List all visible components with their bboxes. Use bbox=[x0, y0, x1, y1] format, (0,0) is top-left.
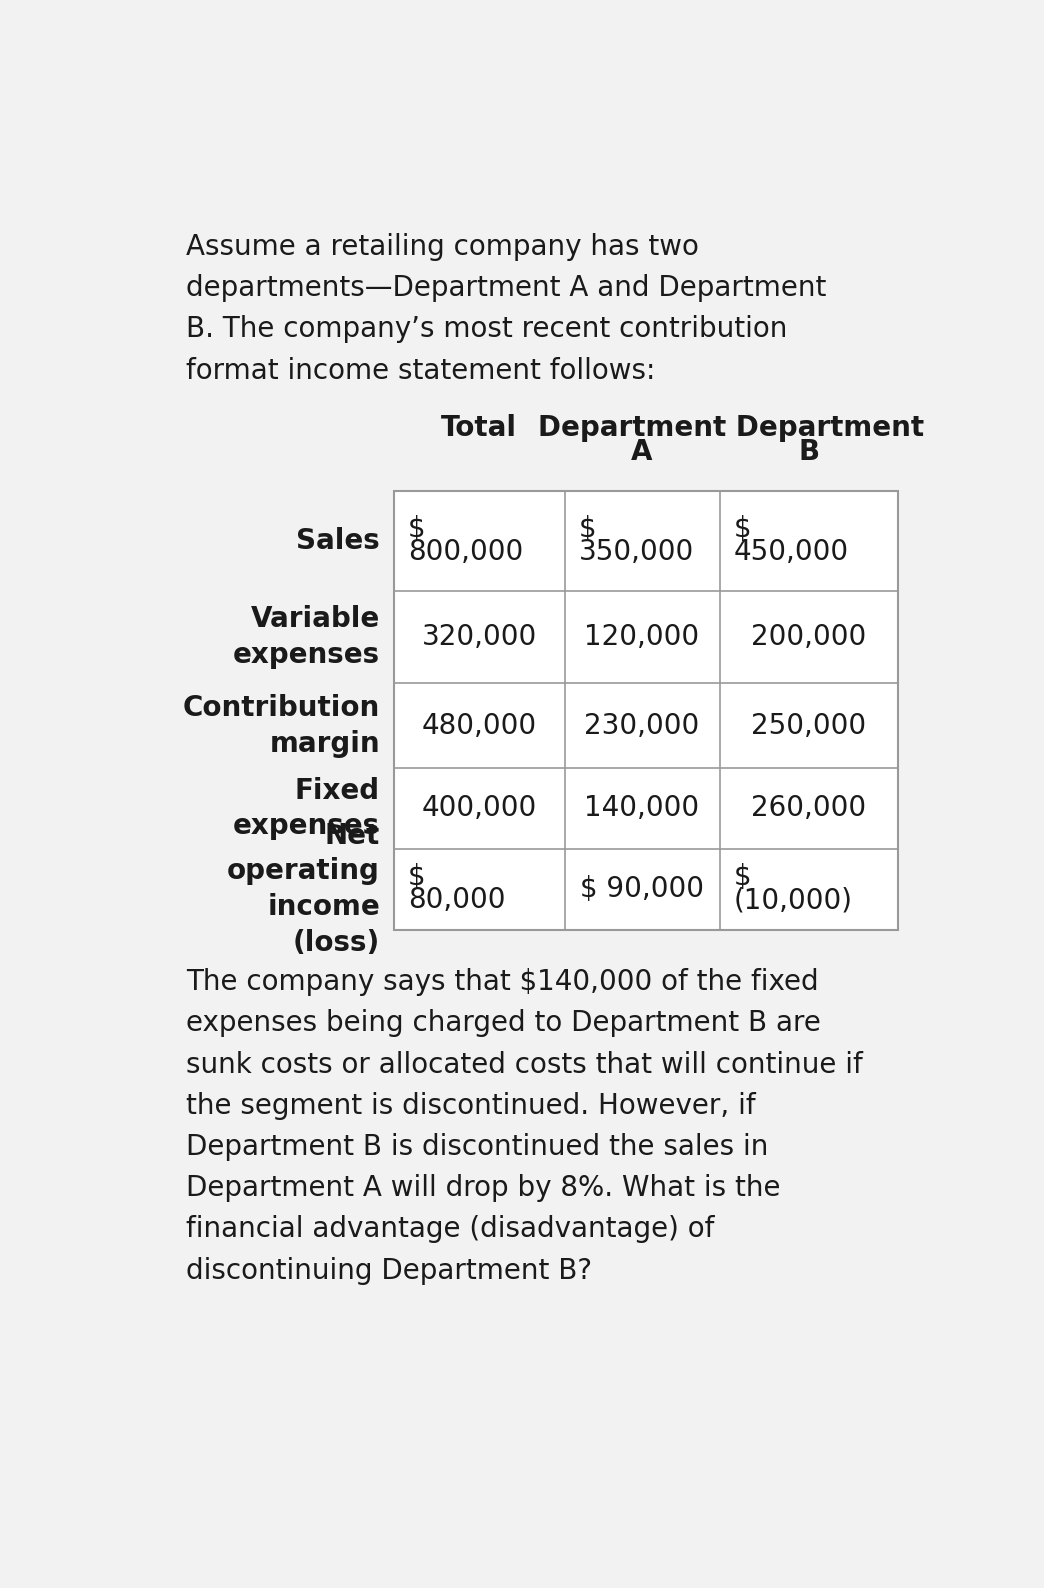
Text: Total: Total bbox=[442, 414, 517, 441]
Text: 480,000: 480,000 bbox=[422, 711, 537, 740]
Text: $: $ bbox=[734, 864, 751, 891]
Text: 120,000: 120,000 bbox=[585, 622, 699, 651]
Text: Net
operating
income
(loss): Net operating income (loss) bbox=[228, 821, 380, 958]
Text: $: $ bbox=[734, 515, 751, 543]
Text: Variable
expenses: Variable expenses bbox=[233, 605, 380, 669]
Text: $ 90,000: $ 90,000 bbox=[580, 875, 704, 904]
Text: 250,000: 250,000 bbox=[751, 711, 867, 740]
Text: Fixed
expenses: Fixed expenses bbox=[233, 777, 380, 840]
Text: A: A bbox=[632, 438, 652, 467]
Text: B: B bbox=[798, 438, 820, 467]
Text: 450,000: 450,000 bbox=[734, 538, 849, 565]
Text: Sales: Sales bbox=[296, 527, 380, 554]
Text: Assume a retailing company has two
departments—Department A and Department
B. Th: Assume a retailing company has two depar… bbox=[186, 233, 827, 384]
Text: $: $ bbox=[408, 864, 426, 891]
Text: 800,000: 800,000 bbox=[408, 538, 523, 565]
Text: The company says that $140,000 of the fixed
expenses being charged to Department: The company says that $140,000 of the fi… bbox=[186, 969, 863, 1285]
Text: $: $ bbox=[408, 515, 426, 543]
Text: Department Department: Department Department bbox=[538, 414, 924, 441]
Text: Contribution
margin: Contribution margin bbox=[183, 694, 380, 757]
Text: 350,000: 350,000 bbox=[578, 538, 693, 565]
Bar bbox=[394, 491, 898, 929]
Text: 260,000: 260,000 bbox=[751, 794, 867, 823]
Text: (10,000): (10,000) bbox=[734, 886, 853, 915]
Text: 80,000: 80,000 bbox=[408, 886, 505, 915]
Text: 140,000: 140,000 bbox=[585, 794, 699, 823]
Text: 230,000: 230,000 bbox=[585, 711, 699, 740]
Text: 320,000: 320,000 bbox=[422, 622, 537, 651]
Text: 200,000: 200,000 bbox=[751, 622, 867, 651]
Text: 400,000: 400,000 bbox=[422, 794, 537, 823]
Text: $: $ bbox=[578, 515, 596, 543]
